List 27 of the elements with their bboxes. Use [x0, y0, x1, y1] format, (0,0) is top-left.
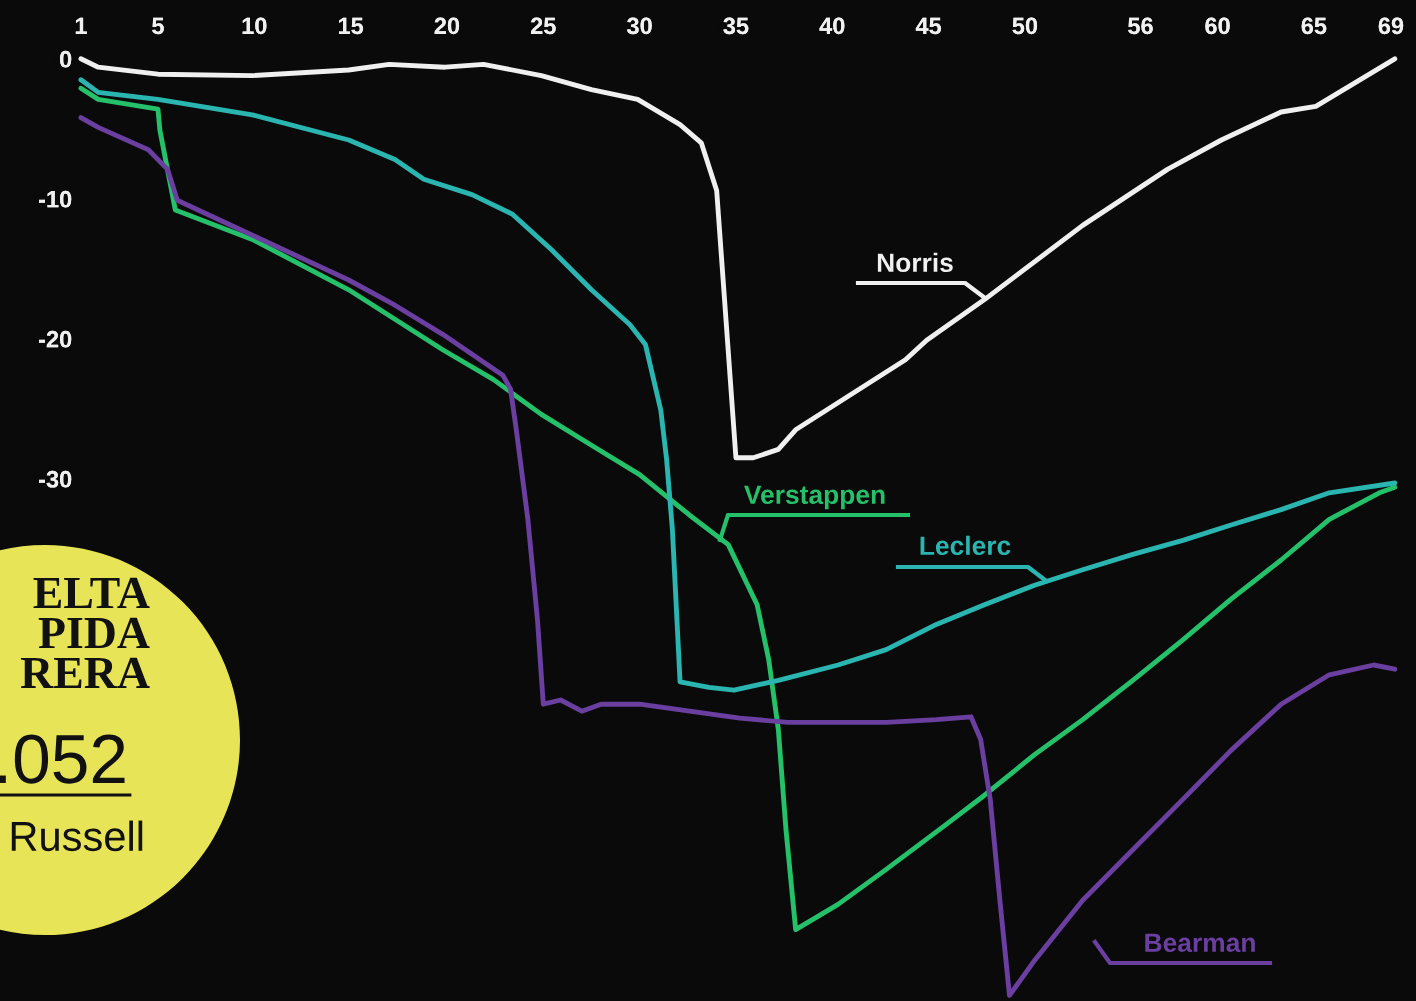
x-tick-label: 65 [1301, 17, 1327, 35]
x-tick-label: 30 [627, 17, 652, 35]
series-label: Leclerc [920, 535, 1011, 556]
x-tick-label: 25 [530, 17, 556, 35]
x-tick-label: 5 [152, 17, 164, 35]
x-tick-label: 69 [1378, 17, 1404, 35]
x-tick-label: 1 [75, 17, 87, 34]
y-tick-label: -10 [39, 190, 72, 208]
x-tick-label: 10 [242, 17, 267, 35]
x-tick-label: 40 [819, 17, 845, 35]
x-tick-label: 56 [1128, 17, 1153, 35]
series-label: Verstappen [744, 485, 885, 510]
text: Bearman [1145, 933, 1255, 953]
annotation: Russell [11, 820, 143, 852]
x-tick-label: 35 [723, 17, 749, 35]
y-tick-label: 0 [60, 50, 72, 68]
annotation: ELTA PIDA RERA [20, 577, 150, 688]
x-tick-label: 45 [915, 17, 942, 35]
y-tick-label: -20 [39, 330, 72, 348]
series-label: Norris [877, 252, 953, 273]
x-tick-label: 15 [338, 17, 364, 35]
x-tick-label: 20 [434, 17, 460, 35]
x-tick-label: 50 [1012, 17, 1038, 35]
x-tick-label: 60 [1205, 17, 1230, 35]
line-series [78, 56, 1398, 461]
y-tick-label: -30 [39, 470, 72, 488]
annotation: .052 [0, 734, 125, 784]
